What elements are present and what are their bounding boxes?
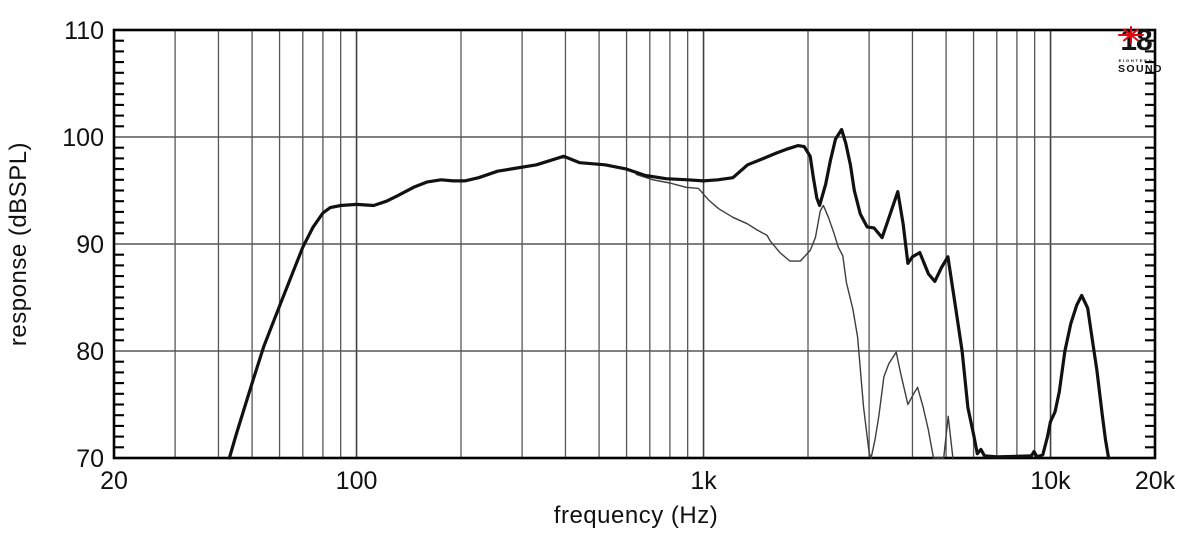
y-tick-label: 70: [76, 445, 104, 473]
y-tick-label: 100: [62, 124, 104, 152]
secondary-curve: [635, 173, 954, 459]
logo-word-eighteen: EIGHTEEN: [1118, 58, 1154, 63]
plot-border: [112, 28, 1157, 460]
brand-logo: 18 EIGHTEEN SOUND: [1118, 26, 1163, 75]
x-tick-label: 1k: [690, 467, 717, 495]
x-tick-label: 100: [336, 467, 378, 495]
x-tick-label: 10k: [1030, 467, 1071, 495]
main-curve: [227, 127, 1111, 460]
x-tick-label: 20k: [1135, 467, 1176, 495]
y-tick-label: 80: [76, 338, 104, 366]
logo-word-sound: SOUND: [1118, 63, 1163, 75]
y-tick-label: 90: [76, 231, 104, 259]
logo-star-icon: [1118, 26, 1144, 44]
y-tick-label: 110: [64, 17, 104, 45]
x-axis-title: frequency (Hz): [553, 502, 719, 529]
x-tick-label: 20: [100, 467, 128, 495]
y-axis-title: response (dBSPL): [5, 141, 32, 347]
